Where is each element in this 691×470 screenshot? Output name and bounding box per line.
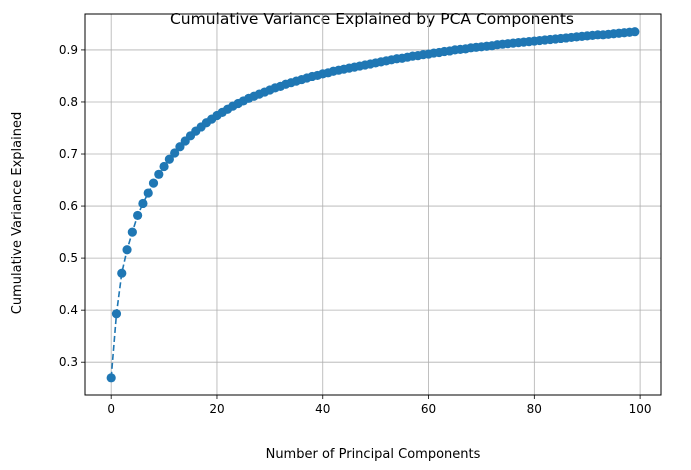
y-tick-label: 0.8 — [59, 95, 78, 109]
x-tick-label: 60 — [421, 402, 436, 416]
x-tick-label: 80 — [527, 402, 542, 416]
data-point — [133, 210, 143, 221]
x-tick-label: 40 — [315, 402, 330, 416]
data-point — [138, 198, 148, 209]
data-point — [148, 178, 159, 188]
x-tick-label: 20 — [209, 402, 224, 416]
data-point — [122, 245, 132, 255]
y-tick-label: 0.9 — [59, 43, 78, 57]
y-tick-label: 0.3 — [59, 355, 78, 369]
data-point — [159, 161, 169, 172]
y-tick-label: 0.7 — [59, 147, 78, 161]
x-tick-label: 0 — [107, 402, 115, 416]
data-series — [106, 27, 640, 383]
y-tick-label: 0.5 — [59, 251, 78, 265]
data-point — [630, 27, 640, 37]
data-point — [111, 309, 122, 319]
y-axis-label: Cumulative Variance Explained — [10, 112, 25, 314]
data-point — [164, 154, 174, 164]
plot-area-frame — [84, 13, 662, 396]
y-tick-label: 0.4 — [59, 303, 78, 317]
data-point — [154, 169, 164, 179]
data-point — [143, 188, 153, 198]
x-axis-label: Number of Principal Components — [266, 447, 481, 462]
axis-ticks: 0 20 40 60 80 100 0.3 0.4 0.5 0.6 0.7 0.8 0.9 — [59, 43, 652, 416]
data-point — [170, 148, 180, 158]
data-point — [127, 227, 137, 237]
chart-title: Cumulative Variance Explained by PCA Com… — [170, 10, 574, 28]
x-tick-label: 100 — [629, 402, 652, 416]
data-point — [117, 268, 127, 278]
y-tick-label: 0.6 — [59, 199, 78, 213]
data-point — [106, 373, 116, 383]
